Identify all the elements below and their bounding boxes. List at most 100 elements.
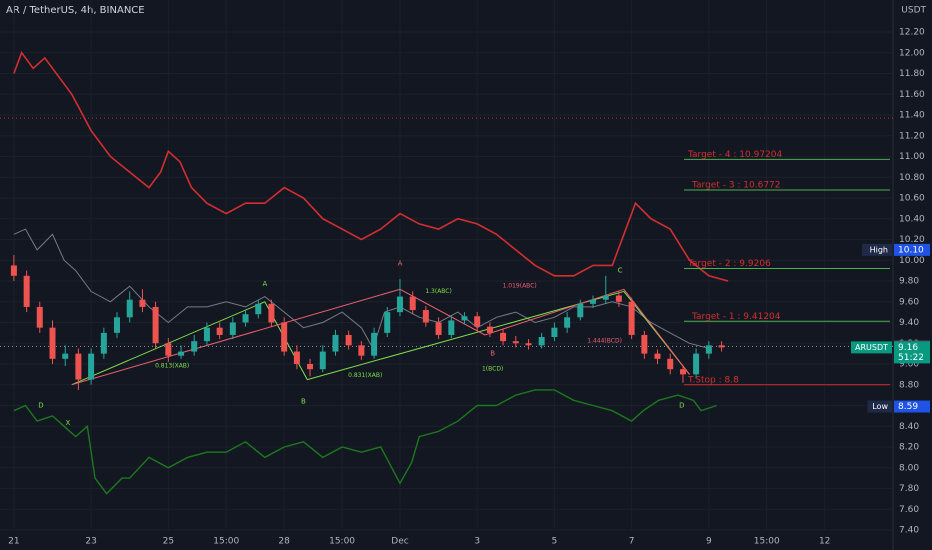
- candle-body: [641, 334, 648, 354]
- candle-body: [242, 314, 249, 323]
- candle-body: [396, 296, 403, 313]
- candle-body: [345, 334, 352, 346]
- price-tag: [894, 341, 930, 364]
- candle-body: [538, 337, 545, 346]
- candle-body: [409, 296, 416, 311]
- x-tick-label: 28: [278, 537, 290, 547]
- pattern-label: B: [301, 397, 306, 405]
- target-label: Target - 4 : 10.97204: [687, 150, 783, 160]
- candle-body: [62, 353, 69, 359]
- candle-body: [75, 353, 82, 380]
- target-label: Target - 2 : 9.9206: [687, 259, 771, 269]
- candle-body: [371, 332, 378, 356]
- candle-body: [216, 327, 223, 335]
- y-tick-label: 8.40: [899, 422, 919, 432]
- pattern-label: C: [618, 267, 623, 275]
- y-tick-label: 8.00: [899, 463, 919, 473]
- candle-body: [203, 327, 210, 342]
- candle-body: [319, 351, 326, 370]
- x-tick-label: 23: [85, 537, 96, 547]
- y-tick-label: 11.20: [899, 131, 925, 141]
- y-tick-label: 9.60: [899, 297, 919, 307]
- candle-body: [358, 345, 365, 356]
- x-tick-label: 3: [474, 537, 480, 547]
- x-tick-label: 5: [552, 537, 558, 547]
- candle-body: [435, 322, 442, 335]
- y-tick-label: 11.60: [899, 90, 925, 100]
- candle-body: [422, 310, 429, 323]
- y-tick-label: 8.80: [899, 380, 919, 390]
- y-tick-label: 12.20: [899, 28, 925, 38]
- candle-body: [23, 275, 30, 307]
- price-tag-name-box: [851, 341, 892, 354]
- candle-body: [332, 334, 339, 352]
- candle-body: [126, 299, 133, 318]
- candle-body: [10, 265, 17, 276]
- y-tick-label: 10.40: [899, 214, 925, 224]
- price-tag: [894, 243, 930, 256]
- pattern-label: B: [490, 350, 495, 358]
- target-label: Target - 1 : 9.41204: [691, 312, 781, 322]
- candle-body: [693, 353, 700, 375]
- candle-body: [577, 303, 584, 318]
- y-tick-label: 10.60: [899, 194, 925, 204]
- price-tag-name: ARUSDT: [855, 343, 888, 352]
- candle-body: [564, 317, 571, 328]
- pattern-label: 0.813(XAB): [155, 363, 189, 370]
- pattern-label: 0.831(XAB): [348, 372, 382, 379]
- candle-body: [667, 358, 674, 370]
- candle-body: [628, 301, 635, 335]
- harmonic-pattern: [71, 288, 690, 386]
- candle-body: [602, 295, 609, 300]
- candle-body: [229, 322, 236, 335]
- candle-body: [512, 341, 519, 344]
- pattern-label: X: [66, 419, 71, 427]
- candle-body: [293, 351, 300, 364]
- candle-body: [49, 327, 56, 359]
- chart-title: AR / TetherUS, 4h, BINANCE: [6, 5, 145, 16]
- x-tick-label: 9: [706, 537, 712, 547]
- candle-body: [100, 332, 107, 354]
- y-tick-label: 10.00: [899, 256, 925, 266]
- y-tick-label: 11.00: [899, 152, 925, 162]
- candle-body: [178, 351, 185, 356]
- candle-body: [281, 322, 288, 352]
- pattern-label: D: [679, 402, 684, 410]
- x-tick-label: Dec: [391, 537, 408, 547]
- candle-body: [525, 343, 532, 346]
- y-tick-label: 12.00: [899, 48, 925, 58]
- candle-body: [268, 303, 275, 323]
- price-tag-value: 9.16: [898, 343, 918, 353]
- price-tag-name-box: [862, 243, 892, 256]
- pattern-label: 1(BCD): [482, 366, 503, 373]
- price-tag: [894, 400, 930, 413]
- candle-body: [165, 343, 172, 356]
- y-tick-label: 7.80: [899, 484, 919, 494]
- price-tag-name-box: [867, 400, 892, 413]
- candle-body: [615, 295, 622, 302]
- candle-body: [705, 345, 712, 354]
- price-tag-value: 10.10: [898, 245, 924, 255]
- pattern-label: A: [398, 259, 403, 267]
- candle-body: [384, 312, 391, 333]
- y-tick-label: 9.00: [899, 360, 919, 370]
- indicator-line: [13, 51, 729, 282]
- candle-body: [654, 353, 661, 359]
- candle-body: [590, 299, 597, 304]
- harmonic-pattern: [71, 290, 690, 386]
- x-tick-label: 15:00: [213, 537, 239, 547]
- x-tick-label: 21: [8, 537, 19, 547]
- candle-body: [474, 316, 481, 327]
- candle-body: [113, 317, 120, 333]
- indicator-line: [13, 228, 709, 350]
- candle-body: [461, 316, 468, 321]
- pattern-label: A: [262, 280, 267, 288]
- candle-body: [152, 306, 159, 344]
- candle-body: [191, 341, 198, 352]
- pattern-label: 1.444(BCD): [587, 338, 622, 345]
- y-tick-label: 7.60: [899, 505, 919, 515]
- y-tick-label: 10.80: [899, 173, 925, 183]
- y-tick-label: 9.40: [899, 318, 919, 328]
